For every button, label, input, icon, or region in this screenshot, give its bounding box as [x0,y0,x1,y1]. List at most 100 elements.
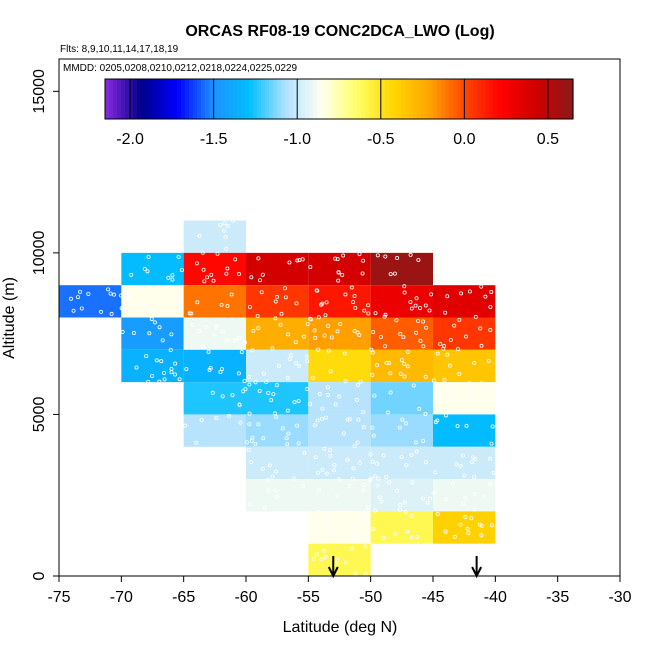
observation-point [247,382,252,387]
colorbar-segment [397,79,402,119]
colorbar-segment [253,79,258,119]
observation-point [157,379,162,384]
observation-point [466,531,471,536]
observation-point [224,339,229,344]
observation-point [381,536,386,541]
observation-point [479,343,484,348]
observation-point [443,310,448,315]
observation-point [202,279,207,284]
observation-point [227,414,232,419]
colorbar-tick-label: -0.5 [367,131,395,148]
observation-point [335,257,340,262]
observation-point [274,383,279,388]
observation-point [172,372,177,377]
colorbar-segment [557,79,562,119]
observation-point [333,402,338,407]
observation-point [388,390,393,395]
observation-point [295,258,300,263]
colorbar-segment [417,79,422,119]
observation-point [270,474,275,479]
observation-point [145,269,150,274]
observation-point [256,326,261,331]
observation-point [467,381,472,386]
x-tick-label: -45 [421,589,444,606]
colorbar-segment [393,79,398,119]
observation-point [400,417,405,422]
observation-point [330,527,335,532]
colorbar-segment [421,79,426,119]
plot-frame [58,58,621,577]
observation-point [274,469,279,474]
observation-point [351,466,356,471]
observation-point [352,524,357,529]
observation-point [195,300,200,305]
colorbar-segment [541,79,546,119]
colorbar-segment [365,79,370,119]
observation-point [452,323,457,328]
observation-point [352,329,357,334]
observation-point [212,332,217,337]
observation-point [149,316,154,321]
colorbar-segment [385,79,390,119]
colorbar-segment [317,79,322,119]
observation-point [266,488,271,493]
colorbar-segment [405,79,410,119]
observation-point [224,246,229,251]
colorbar-segment [293,79,298,119]
observation-point [269,398,274,403]
colorbar-segment [189,79,194,119]
observation-point [159,359,164,364]
observation-point [354,397,359,402]
observation-point [125,293,130,298]
observation-point [322,548,327,553]
observation-point [382,344,387,349]
colorbar-segment [109,79,114,119]
colorbar-segment [297,79,302,119]
observation-point [375,483,380,488]
observation-point [305,322,310,327]
colorbar-segment [301,79,306,119]
observation-point [205,275,210,280]
observation-point [350,476,355,481]
colorbar-segment [309,79,314,119]
observation-point [264,379,269,384]
colorbar-segment [569,79,574,119]
observation-point [402,361,407,366]
colorbar-segment [125,79,130,119]
observation-point [340,272,345,277]
observation-point [236,336,241,341]
observation-point [454,392,459,397]
colorbar-segment [453,79,458,119]
observation-point [375,363,380,368]
observation-point [427,308,432,313]
observation-point [297,364,302,369]
observation-point [275,294,280,299]
observation-point [379,499,384,504]
observation-point [489,383,494,388]
observation-point [382,314,387,319]
observation-point [409,306,414,311]
observation-point [452,534,457,539]
observation-point [316,509,321,514]
observation-point [183,343,188,348]
colorbar-tick-label: 0.0 [453,131,475,148]
observation-point [471,455,476,460]
observation-point [413,303,418,308]
colorbar-segment [221,79,226,119]
colorbar-segment [561,79,566,119]
observation-point [387,361,392,366]
colorbar-segment [493,79,498,119]
observation-point [316,347,321,352]
observation-point [312,423,317,428]
axes: -75 -70 -65 -60 -55 -50 -45 -40 -35 -30 0 5000 10000… [31,69,632,606]
observation-point [363,508,368,513]
colorbar-segment [261,79,266,119]
observation-point [253,380,258,385]
colorbar-segment [277,79,282,119]
colorbar-segment [505,79,510,119]
heatmap-cell [370,511,433,544]
observation-point [282,286,287,291]
observation-point [239,350,244,355]
observation-point [444,413,449,418]
